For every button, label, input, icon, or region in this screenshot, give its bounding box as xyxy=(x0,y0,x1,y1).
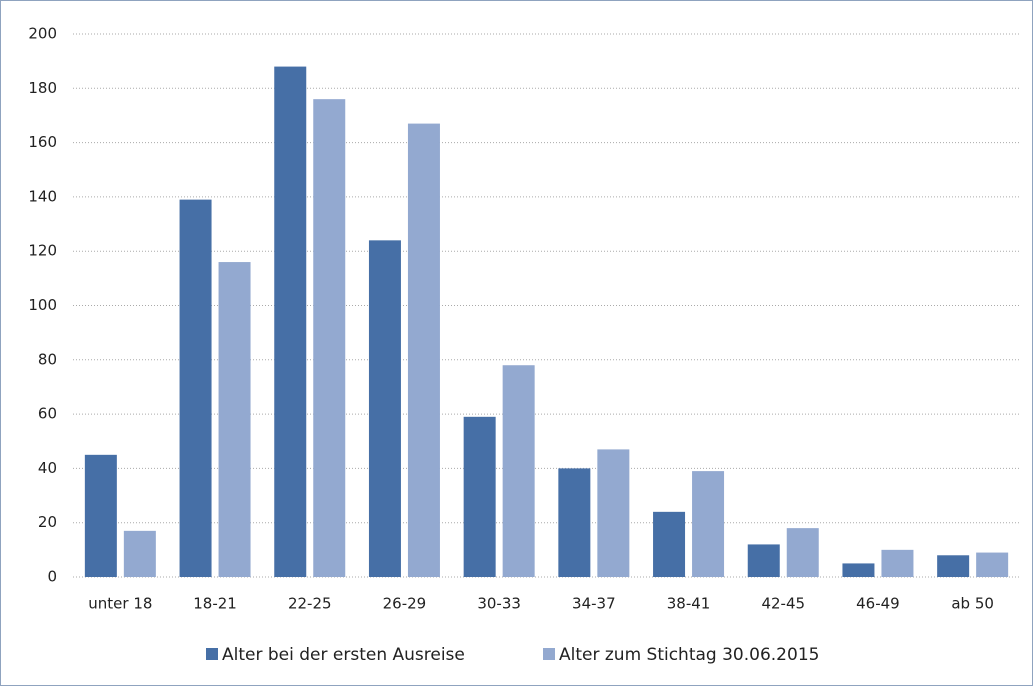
bar xyxy=(407,123,440,577)
y-tick-label: 100 xyxy=(28,296,57,314)
x-tick-label: 42-45 xyxy=(761,595,805,613)
x-tick-label: 30-33 xyxy=(477,595,521,613)
bar xyxy=(368,240,401,577)
x-tick-label: 38-41 xyxy=(667,595,711,613)
y-tick-label: 80 xyxy=(38,350,57,368)
legend-label: Alter bei der ersten Ausreise xyxy=(222,645,465,665)
x-tick-label: 46-49 xyxy=(856,595,900,613)
y-tick-label: 40 xyxy=(38,459,57,477)
y-tick-label: 120 xyxy=(28,242,57,260)
y-tick-label: 0 xyxy=(47,568,57,586)
y-tick-label: 20 xyxy=(38,513,57,531)
bar xyxy=(747,544,780,577)
bar xyxy=(274,66,307,577)
bar xyxy=(881,549,914,577)
bar xyxy=(218,262,251,577)
x-tick-label: unter 18 xyxy=(88,595,152,613)
bar xyxy=(558,468,591,577)
bar xyxy=(842,563,875,577)
legend-label: Alter zum Stichtag 30.06.2015 xyxy=(559,645,819,665)
y-tick-label: 160 xyxy=(28,133,57,151)
bar xyxy=(692,471,725,577)
legend-swatch xyxy=(543,648,555,660)
bar xyxy=(653,511,686,577)
bar xyxy=(313,99,346,577)
x-tick-label: ab 50 xyxy=(951,595,994,613)
x-tick-label: 34-37 xyxy=(572,595,616,613)
bar xyxy=(786,528,819,577)
bar xyxy=(84,454,117,577)
y-tick-label: 140 xyxy=(28,187,57,205)
legend-swatch xyxy=(206,648,218,660)
x-tick-label: 18-21 xyxy=(193,595,237,613)
bar xyxy=(597,449,630,577)
bar xyxy=(123,530,156,577)
bar xyxy=(463,416,496,577)
bar xyxy=(976,552,1009,577)
bar xyxy=(502,365,535,577)
y-tick-label: 60 xyxy=(38,405,57,423)
bar xyxy=(179,199,212,578)
y-tick-label: 200 xyxy=(28,25,57,43)
x-tick-label: 22-25 xyxy=(288,595,332,613)
bar xyxy=(937,555,970,577)
y-tick-label: 180 xyxy=(28,79,57,97)
x-tick-label: 26-29 xyxy=(383,595,427,613)
